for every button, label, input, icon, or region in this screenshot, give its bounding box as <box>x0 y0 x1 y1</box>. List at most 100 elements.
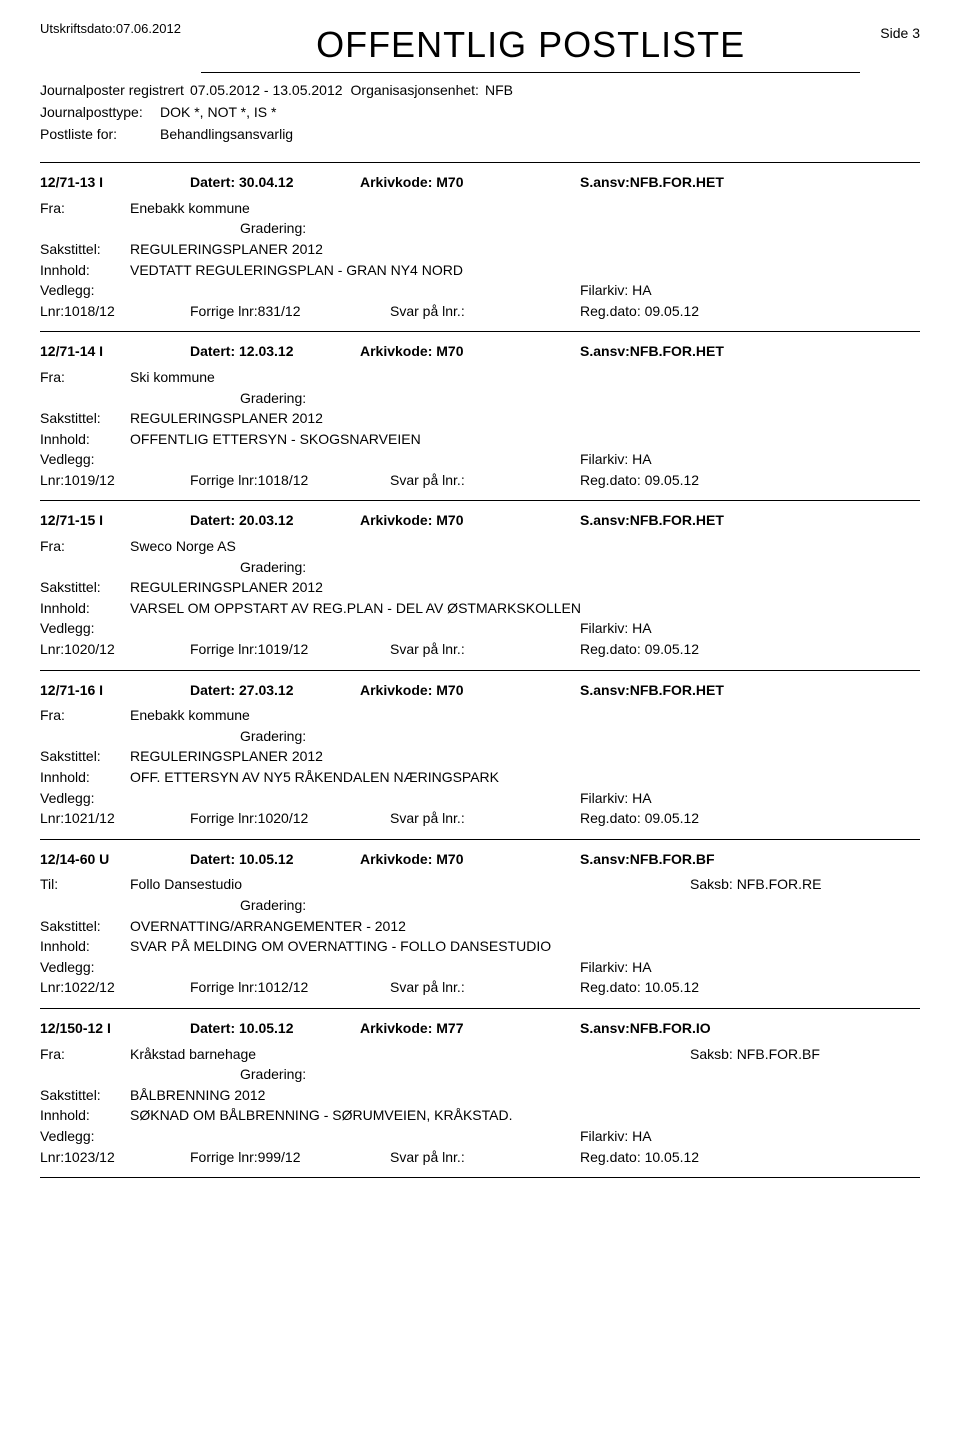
regdato: Reg.dato: 10.05.12 <box>580 978 920 998</box>
vedlegg-label: Vedlegg: <box>40 789 580 809</box>
saksb: Saksb: NFB.FOR.BF <box>690 1045 920 1065</box>
entries-list: 12/71-13 I Datert: 30.04.12 Arkivkode: M… <box>40 162 920 1178</box>
forrige-lnr: Forrige lnr:831/12 <box>190 302 390 322</box>
vedlegg-label: Vedlegg: <box>40 958 580 978</box>
regdato: Reg.dato: 09.05.12 <box>580 809 920 829</box>
vedlegg-label: Vedlegg: <box>40 1127 580 1147</box>
sakstitel: Sakstittel:REGULERINGSPLANER 2012 <box>40 747 920 767</box>
lnr: Lnr:1023/12 <box>40 1148 190 1168</box>
entry-id: 12/150-12 I <box>40 1019 190 1039</box>
innhold: Innhold:VARSEL OM OPPSTART AV REG.PLAN -… <box>40 599 920 619</box>
gradering-label: Gradering: <box>240 727 920 747</box>
entry-party: Til:Follo Dansestudio <box>40 875 690 895</box>
svar-lnr: Svar på lnr.: <box>390 809 580 829</box>
regdato: Reg.dato: 09.05.12 <box>580 471 920 491</box>
innhold: Innhold:VEDTATT REGULERINGSPLAN - GRAN N… <box>40 261 920 281</box>
entry-arkivkode: Arkivkode: M70 <box>360 681 580 701</box>
filarkiv: Filarkiv: HA <box>580 1127 652 1147</box>
posttype-label: Journalposttype: <box>40 103 160 123</box>
journal-entry: 12/71-16 I Datert: 27.03.12 Arkivkode: M… <box>40 670 920 839</box>
filarkiv: Filarkiv: HA <box>580 450 652 470</box>
forrige-lnr: Forrige lnr:1020/12 <box>190 809 390 829</box>
postliste-label: Postliste for: <box>40 125 160 145</box>
entry-party: Fra:Ski kommune <box>40 368 690 388</box>
svar-lnr: Svar på lnr.: <box>390 640 580 660</box>
print-date-value: 07.06.2012 <box>116 21 181 36</box>
registered-range: 07.05.2012 - 13.05.2012 <box>190 81 343 101</box>
journal-entry: 12/150-12 I Datert: 10.05.12 Arkivkode: … <box>40 1008 920 1178</box>
innhold: Innhold:OFF. ETTERSYN AV NY5 RÅKENDALEN … <box>40 768 920 788</box>
saksb: Saksb: NFB.FOR.RE <box>690 875 920 895</box>
svar-lnr: Svar på lnr.: <box>390 471 580 491</box>
registered-label: Journalposter registrert <box>40 81 184 101</box>
entry-arkivkode: Arkivkode: M70 <box>360 850 580 870</box>
entry-id: 12/71-15 I <box>40 511 190 531</box>
entry-ansv: S.ansv:NFB.FOR.IO <box>580 1019 920 1039</box>
entry-arkivkode: Arkivkode: M77 <box>360 1019 580 1039</box>
entry-party: Fra:Sweco Norge AS <box>40 537 690 557</box>
saksb-empty <box>690 368 920 388</box>
entry-arkivkode: Arkivkode: M70 <box>360 511 580 531</box>
entry-id: 12/71-13 I <box>40 173 190 193</box>
posttype-value: DOK *, NOT *, IS * <box>160 103 276 123</box>
lnr: Lnr:1018/12 <box>40 302 190 322</box>
svar-lnr: Svar på lnr.: <box>390 302 580 322</box>
vedlegg-label: Vedlegg: <box>40 281 580 301</box>
entry-id: 12/71-14 I <box>40 342 190 362</box>
entry-party: Fra:Enebakk kommune <box>40 199 690 219</box>
regdato: Reg.dato: 10.05.12 <box>580 1148 920 1168</box>
gradering-label: Gradering: <box>240 219 920 239</box>
forrige-lnr: Forrige lnr:999/12 <box>190 1148 390 1168</box>
gradering-label: Gradering: <box>240 896 920 916</box>
sakstitel: Sakstittel:OVERNATTING/ARRANGEMENTER - 2… <box>40 917 920 937</box>
sakstitel: Sakstittel:BÅLBRENNING 2012 <box>40 1086 920 1106</box>
lnr: Lnr:1021/12 <box>40 809 190 829</box>
filarkiv: Filarkiv: HA <box>580 958 652 978</box>
entry-id: 12/71-16 I <box>40 681 190 701</box>
saksb-empty <box>690 199 920 219</box>
entry-date: Datert: 10.05.12 <box>190 1019 360 1039</box>
filarkiv: Filarkiv: HA <box>580 281 652 301</box>
print-date-label: Utskriftsdato: <box>40 21 116 36</box>
entry-date: Datert: 12.03.12 <box>190 342 360 362</box>
lnr: Lnr:1019/12 <box>40 471 190 491</box>
entry-ansv: S.ansv:NFB.FOR.HET <box>580 342 920 362</box>
saksb-empty <box>690 537 920 557</box>
sakstitel: Sakstittel:REGULERINGSPLANER 2012 <box>40 409 920 429</box>
gradering-label: Gradering: <box>240 1065 920 1085</box>
entry-date: Datert: 10.05.12 <box>190 850 360 870</box>
lnr: Lnr:1020/12 <box>40 640 190 660</box>
lnr: Lnr:1022/12 <box>40 978 190 998</box>
svar-lnr: Svar på lnr.: <box>390 1148 580 1168</box>
gradering-label: Gradering: <box>240 389 920 409</box>
entry-party: Fra:Kråkstad barnehage <box>40 1045 690 1065</box>
print-date: Utskriftsdato:07.06.2012 <box>40 20 181 38</box>
forrige-lnr: Forrige lnr:1019/12 <box>190 640 390 660</box>
entry-date: Datert: 20.03.12 <box>190 511 360 531</box>
regdato: Reg.dato: 09.05.12 <box>580 640 920 660</box>
entry-ansv: S.ansv:NFB.FOR.HET <box>580 173 920 193</box>
org-label: Organisasjonsenhet: <box>351 81 479 101</box>
entry-ansv: S.ansv:NFB.FOR.BF <box>580 850 920 870</box>
entry-date: Datert: 27.03.12 <box>190 681 360 701</box>
regdato: Reg.dato: 09.05.12 <box>580 302 920 322</box>
org-value: NFB <box>485 81 513 101</box>
sakstitel: Sakstittel:REGULERINGSPLANER 2012 <box>40 240 920 260</box>
page-number: Side 3 <box>880 20 920 44</box>
innhold: Innhold:SØKNAD OM BÅLBRENNING - SØRUMVEI… <box>40 1106 920 1126</box>
saksb-empty <box>690 706 920 726</box>
meta-block: Journalposter registrert 07.05.2012 - 13… <box>40 81 920 144</box>
vedlegg-label: Vedlegg: <box>40 619 580 639</box>
postliste-value: Behandlingsansvarlig <box>160 125 293 145</box>
forrige-lnr: Forrige lnr:1012/12 <box>190 978 390 998</box>
filarkiv: Filarkiv: HA <box>580 789 652 809</box>
entry-id: 12/14-60 U <box>40 850 190 870</box>
filarkiv: Filarkiv: HA <box>580 619 652 639</box>
entry-ansv: S.ansv:NFB.FOR.HET <box>580 511 920 531</box>
svar-lnr: Svar på lnr.: <box>390 978 580 998</box>
innhold: Innhold:OFFENTLIG ETTERSYN - SKOGSNARVEI… <box>40 430 920 450</box>
page-title: OFFENTLIG POSTLISTE <box>201 20 860 73</box>
entry-arkivkode: Arkivkode: M70 <box>360 342 580 362</box>
innhold: Innhold:SVAR PÅ MELDING OM OVERNATTING -… <box>40 937 920 957</box>
vedlegg-label: Vedlegg: <box>40 450 580 470</box>
